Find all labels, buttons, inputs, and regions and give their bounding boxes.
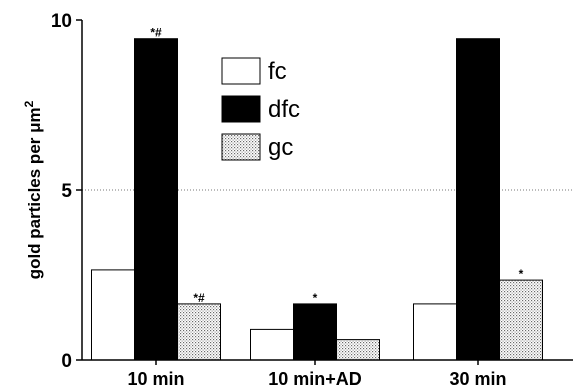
bar-gc-1 <box>336 339 380 361</box>
legend-label-gc: gc <box>268 134 293 161</box>
bar-dfc-1 <box>293 303 337 361</box>
bar-annotation-dfc-0: *# <box>150 26 162 40</box>
bar-annotation-gc-0: *# <box>193 291 205 305</box>
y-tick-label-1: 5 <box>61 181 72 202</box>
legend-label-fc: fc <box>268 58 287 85</box>
y-axis-label-superscript: 2 <box>22 100 36 107</box>
bar-dfc-0 <box>134 38 178 361</box>
bar-gc-0 <box>177 303 221 361</box>
legend-swatch-fc <box>221 57 261 85</box>
y-tick-label-0: 0 <box>61 351 72 372</box>
x-tick-label-1: 10 min+AD <box>268 369 362 389</box>
bar-fc-0 <box>91 269 135 361</box>
bar-annotation-gc-2: * <box>519 267 524 281</box>
legend-swatch-dfc <box>221 95 261 123</box>
legend: fc dfc gc <box>221 57 300 161</box>
bar-dfc-2 <box>456 38 500 361</box>
legend-label-dfc: dfc <box>268 96 300 123</box>
legend-swatch-gc <box>221 133 261 161</box>
axes-group: 0 5 10 10 min 10 min+AD 30 min <box>51 11 573 389</box>
bars-group <box>91 38 543 361</box>
bar-fc-2 <box>413 303 457 361</box>
x-tick-label-2: 30 min <box>449 369 506 389</box>
y-tick-label-2: 10 <box>51 11 72 32</box>
bar-fc-1 <box>250 328 294 361</box>
bar-gc-2 <box>499 279 543 361</box>
annotations-group: *# *# * * <box>150 26 523 305</box>
x-tick-label-0: 10 min <box>127 369 184 389</box>
bar-annotation-dfc-1: * <box>313 291 318 305</box>
y-axis-label: gold particles per μm2 <box>22 100 44 279</box>
